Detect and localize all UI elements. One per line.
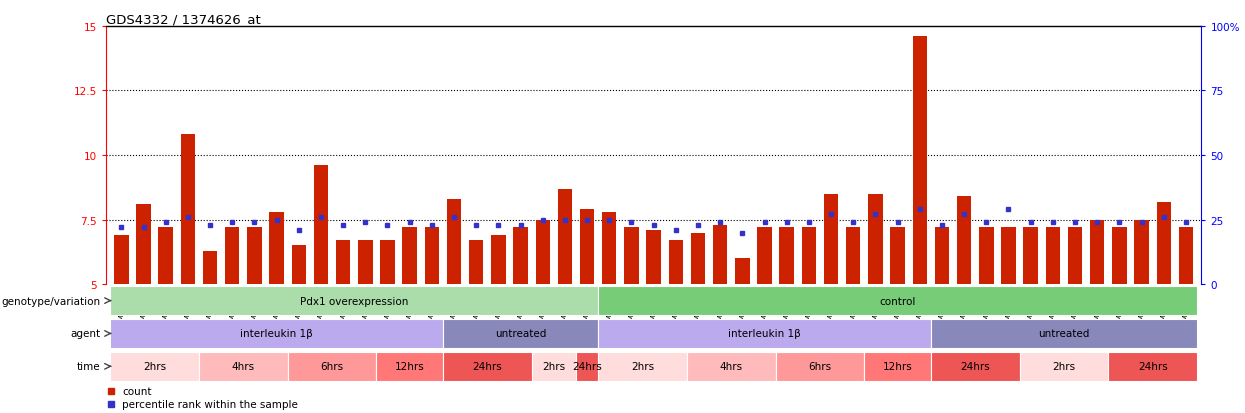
Bar [802,228,815,285]
Bar [687,352,776,381]
Bar [269,212,284,285]
Text: percentile rank within the sample: percentile rank within the sample [122,399,298,409]
Bar [469,241,483,285]
Bar [1023,228,1038,285]
Text: control: control [879,296,916,306]
Bar [1108,352,1196,381]
Text: interleukin 1β: interleukin 1β [240,329,312,339]
Bar [111,352,199,381]
Bar [1046,228,1059,285]
Bar [598,352,687,381]
Text: agent: agent [70,329,101,339]
Bar [713,225,727,285]
Text: time: time [77,361,101,371]
Bar [779,228,794,285]
Bar [359,241,372,285]
Text: 4hrs: 4hrs [720,361,743,371]
Bar [580,210,594,285]
Bar [669,241,684,285]
Bar [931,319,1196,349]
Bar [402,228,417,285]
Text: 6hrs: 6hrs [808,361,832,371]
Bar [1001,228,1016,285]
Bar [598,319,931,349]
Bar [111,286,598,316]
Text: genotype/variation: genotype/variation [1,296,101,306]
Bar [1179,228,1193,285]
Bar [776,352,864,381]
Bar [979,228,994,285]
Bar [425,228,439,285]
Text: 12hrs: 12hrs [883,361,913,371]
Bar [447,199,461,285]
Bar [1157,202,1172,285]
Bar [158,228,173,285]
Bar [598,286,1196,316]
Bar [646,230,661,285]
Bar [1112,228,1127,285]
Text: Pdx1 overexpression: Pdx1 overexpression [300,296,408,306]
Text: 2hrs: 2hrs [543,361,565,371]
Bar [576,352,598,381]
Bar [248,228,261,285]
Text: 6hrs: 6hrs [320,361,344,371]
Bar [624,228,639,285]
Text: 4hrs: 4hrs [232,361,255,371]
Bar [492,235,505,285]
Text: 24hrs: 24hrs [1138,361,1168,371]
Text: 2hrs: 2hrs [143,361,166,371]
Bar [443,319,598,349]
Bar [824,194,838,285]
Text: 24hrs: 24hrs [472,361,502,371]
Text: 24hrs: 24hrs [573,361,603,371]
Bar [890,228,905,285]
Bar [757,228,772,285]
Bar [1134,220,1149,285]
Text: GDS4332 / 1374626_at: GDS4332 / 1374626_at [106,13,260,26]
Bar [847,228,860,285]
Bar [603,212,616,285]
Bar [532,352,576,381]
Bar [111,319,443,349]
Bar [115,235,128,285]
Bar [535,220,550,285]
Bar [181,135,195,285]
Bar [864,352,931,381]
Text: untreated: untreated [494,329,547,339]
Bar [199,352,288,381]
Bar [225,228,239,285]
Text: untreated: untreated [1038,329,1089,339]
Bar [1068,228,1082,285]
Text: 12hrs: 12hrs [395,361,425,371]
Bar [513,228,528,285]
Text: count: count [122,386,152,396]
Bar [868,194,883,285]
Bar [136,204,151,285]
Bar [314,166,329,285]
Bar [735,259,749,285]
Bar [957,197,971,285]
Bar [913,37,928,285]
Bar [558,189,573,285]
Bar [691,233,705,285]
Bar [1020,352,1108,381]
Bar [380,241,395,285]
Bar [931,352,1020,381]
Bar [443,352,532,381]
Bar [935,228,949,285]
Text: 2hrs: 2hrs [1052,361,1076,371]
Bar [336,241,350,285]
Bar [291,246,306,285]
Bar [288,352,376,381]
Bar [203,251,218,285]
Text: 24hrs: 24hrs [960,361,990,371]
Bar [376,352,443,381]
Bar [1089,220,1104,285]
Text: 2hrs: 2hrs [631,361,654,371]
Text: interleukin 1β: interleukin 1β [728,329,801,339]
